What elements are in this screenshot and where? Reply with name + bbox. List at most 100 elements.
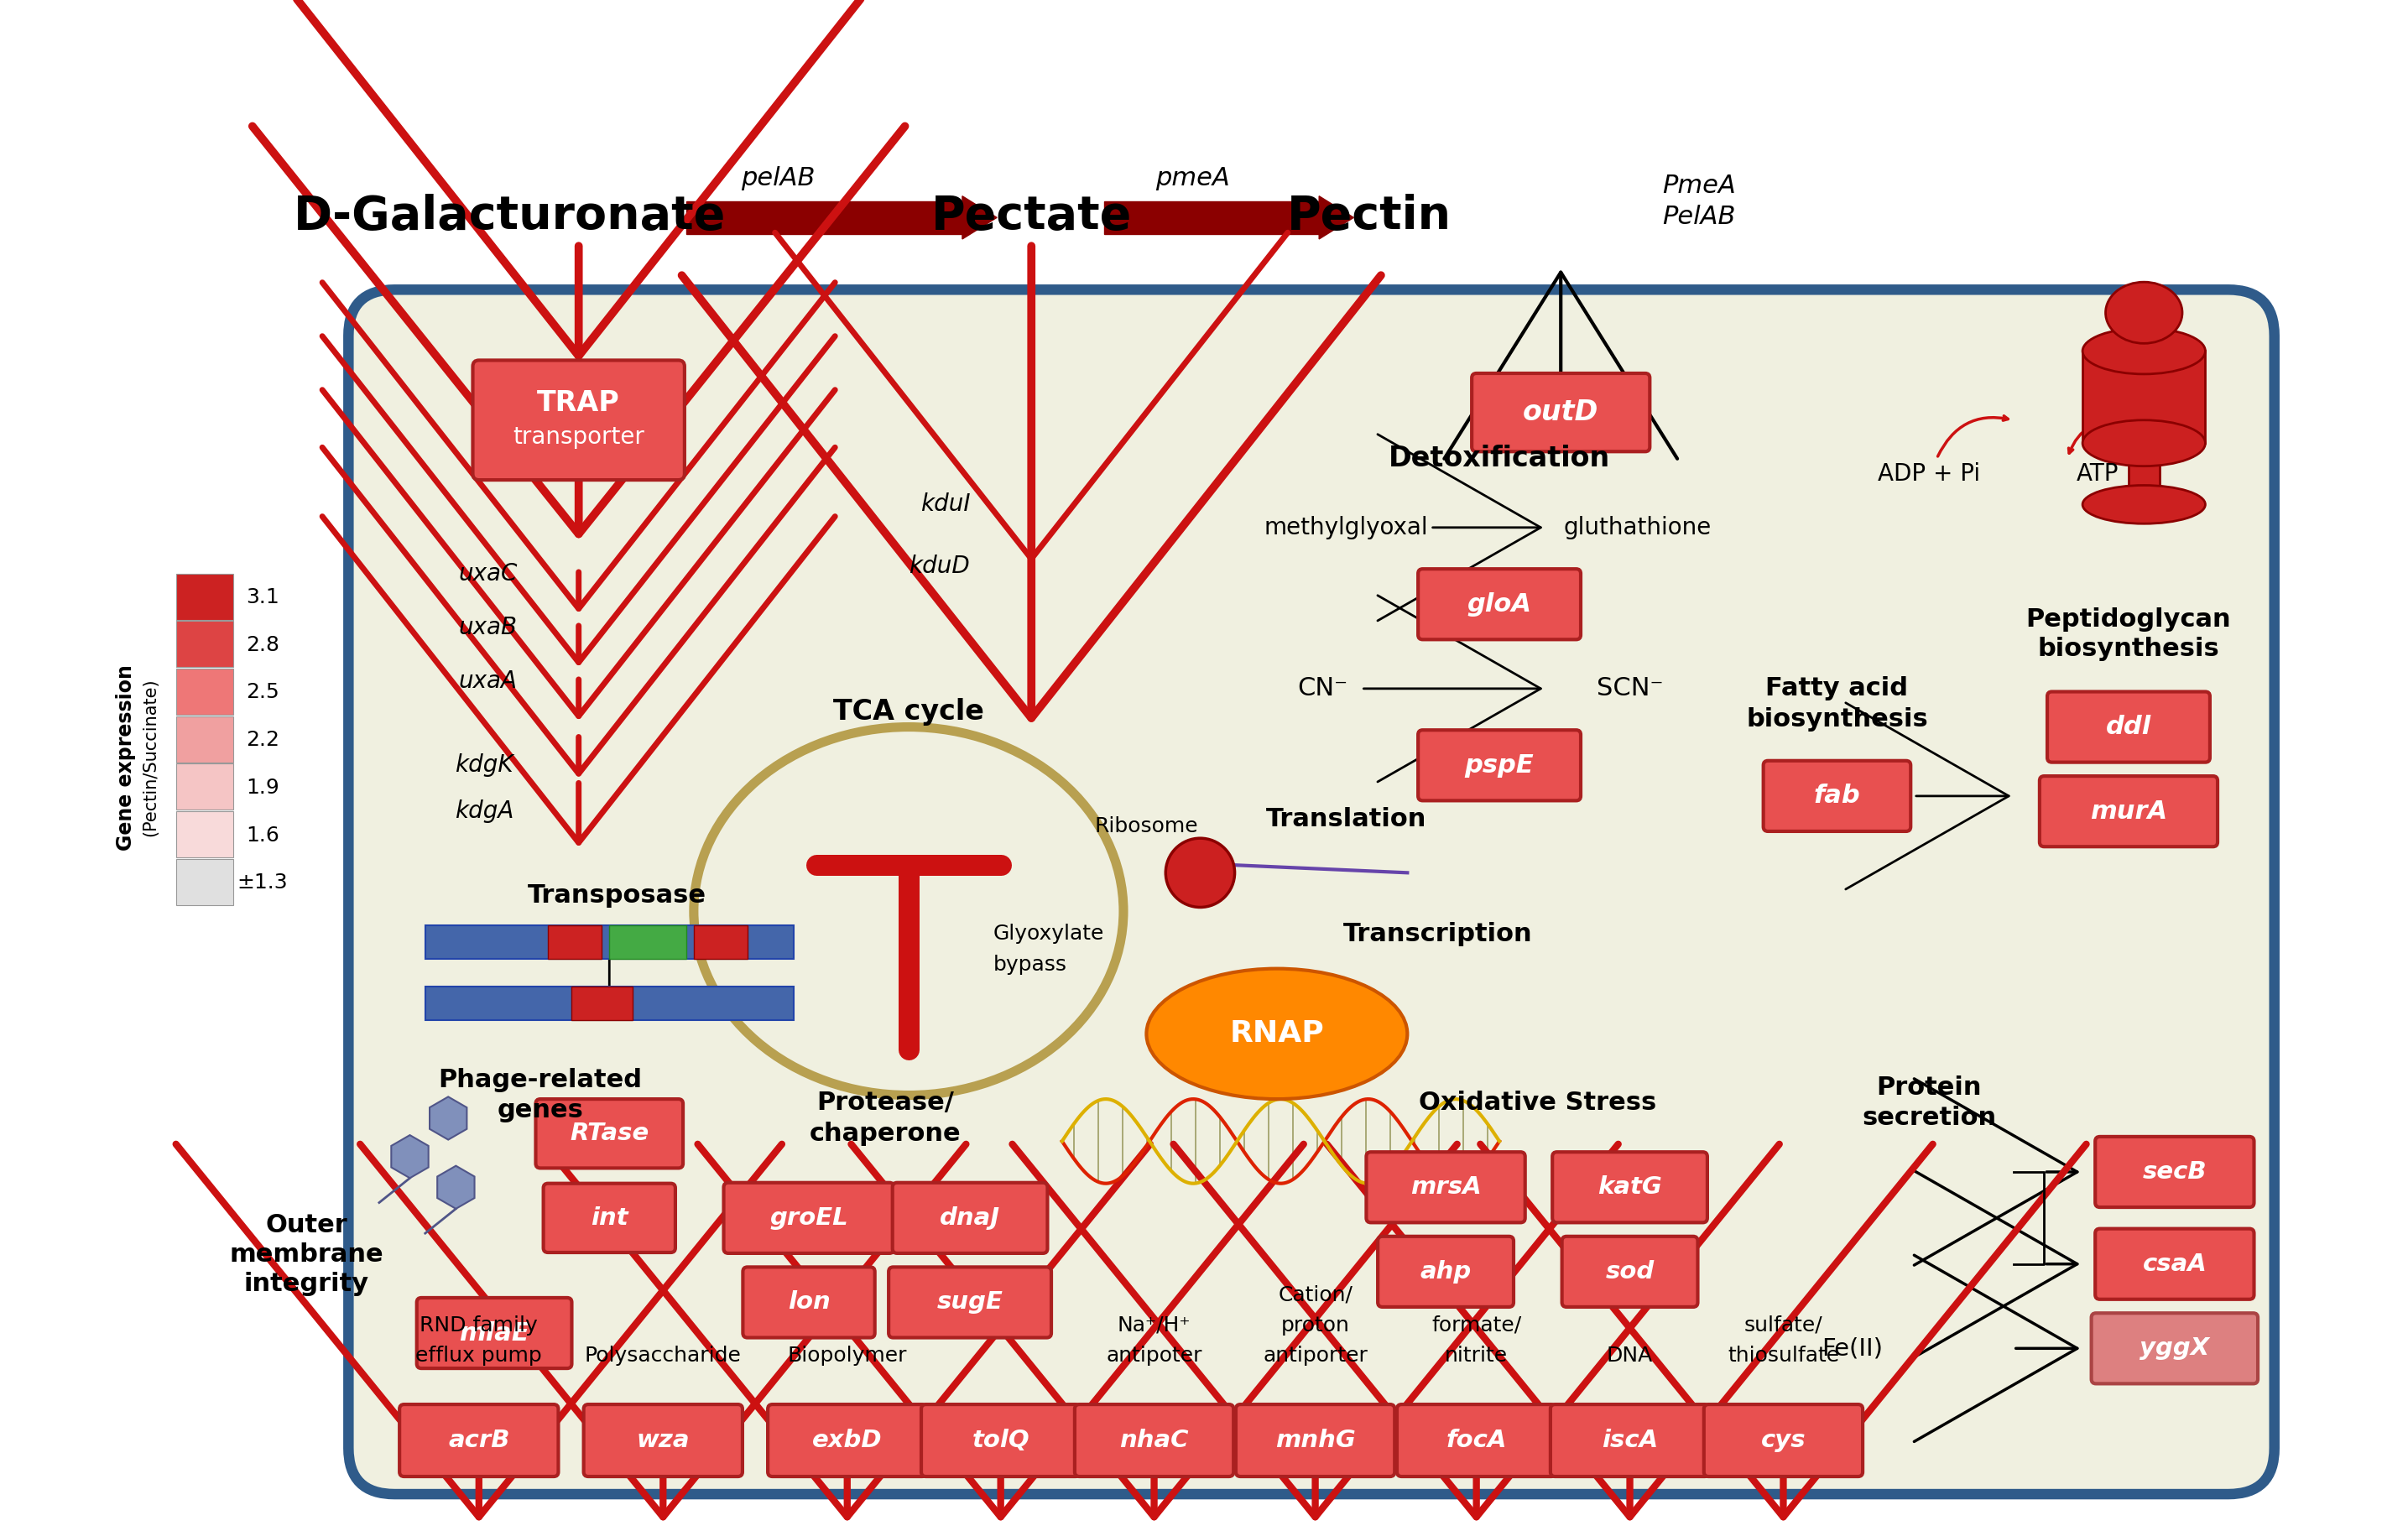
Text: acrB: acrB — [448, 1428, 510, 1453]
FancyBboxPatch shape — [742, 1268, 874, 1338]
Bar — [1105, 202, 1320, 234]
Text: wza: wza — [636, 1428, 689, 1453]
FancyBboxPatch shape — [1553, 1151, 1707, 1223]
FancyBboxPatch shape — [400, 1404, 559, 1476]
FancyBboxPatch shape — [2093, 1314, 2259, 1384]
Text: thiosulfate: thiosulfate — [1727, 1346, 1840, 1366]
Text: Protease/: Protease/ — [816, 1090, 954, 1115]
Text: nhaC: nhaC — [1120, 1428, 1190, 1453]
FancyBboxPatch shape — [889, 1268, 1052, 1338]
FancyBboxPatch shape — [1763, 761, 1910, 831]
Text: (Pectin/Succinate): (Pectin/Succinate) — [142, 678, 159, 837]
Ellipse shape — [2083, 485, 2206, 524]
Text: kdgA: kdgA — [455, 799, 513, 824]
Text: integrity: integrity — [243, 1272, 368, 1297]
FancyBboxPatch shape — [1235, 1404, 1394, 1476]
FancyBboxPatch shape — [472, 360, 684, 479]
Text: Pectin: Pectin — [1286, 194, 1452, 239]
Text: formate/: formate/ — [1430, 1315, 1522, 1335]
Text: Biopolymer: Biopolymer — [787, 1346, 908, 1366]
Text: Gene expression: Gene expression — [116, 664, 135, 851]
Text: ddl: ddl — [2107, 715, 2150, 739]
Text: Fatty acid: Fatty acid — [1765, 677, 1907, 701]
Bar — [176, 811, 234, 857]
Text: uxaA: uxaA — [458, 669, 518, 692]
Text: iscA: iscA — [1601, 1428, 1659, 1453]
Text: yggX: yggX — [2141, 1337, 2211, 1360]
Bar — [609, 925, 686, 958]
Bar — [571, 986, 633, 1020]
Text: sugE: sugE — [937, 1291, 1004, 1314]
FancyBboxPatch shape — [2047, 692, 2211, 762]
Text: focA: focA — [1447, 1428, 1507, 1453]
Circle shape — [1165, 837, 1235, 908]
FancyBboxPatch shape — [1705, 1404, 1864, 1476]
FancyBboxPatch shape — [2040, 776, 2218, 847]
Text: DNA: DNA — [1606, 1346, 1652, 1366]
Text: Glyoxylate: Glyoxylate — [992, 925, 1103, 945]
Text: ±1.3: ±1.3 — [236, 873, 289, 893]
Ellipse shape — [1146, 969, 1406, 1099]
Text: antipoter: antipoter — [1105, 1346, 1202, 1366]
Text: pelAB: pelAB — [742, 167, 816, 190]
Text: TRAP: TRAP — [537, 389, 621, 416]
Bar — [176, 622, 234, 668]
FancyBboxPatch shape — [922, 1404, 1081, 1476]
FancyBboxPatch shape — [583, 1404, 742, 1476]
FancyBboxPatch shape — [1563, 1237, 1698, 1307]
FancyBboxPatch shape — [1418, 730, 1580, 801]
Text: Pectate: Pectate — [932, 194, 1132, 239]
Text: gluthathione: gluthathione — [1563, 516, 1712, 539]
Text: Outer: Outer — [265, 1214, 347, 1237]
Text: mlaE: mlaE — [460, 1321, 530, 1346]
Bar — [176, 717, 234, 762]
Text: transporter: transporter — [513, 426, 645, 449]
Polygon shape — [390, 1134, 429, 1177]
Bar — [426, 986, 795, 1020]
FancyBboxPatch shape — [2095, 1229, 2254, 1300]
FancyBboxPatch shape — [1551, 1404, 1710, 1476]
Text: cys: cys — [1760, 1428, 1806, 1453]
Text: ADP + Pi: ADP + Pi — [1878, 462, 1979, 485]
Bar — [176, 764, 234, 810]
FancyBboxPatch shape — [1397, 1404, 1556, 1476]
Text: Na⁺/H⁺: Na⁺/H⁺ — [1117, 1315, 1192, 1335]
Text: 1.6: 1.6 — [246, 825, 279, 845]
Text: 1.9: 1.9 — [246, 778, 279, 798]
FancyBboxPatch shape — [544, 1183, 674, 1252]
FancyBboxPatch shape — [349, 289, 2276, 1494]
Polygon shape — [429, 1096, 467, 1139]
Text: chaperone: chaperone — [809, 1121, 961, 1145]
Text: secB: secB — [2143, 1160, 2206, 1183]
Bar — [694, 925, 746, 958]
Text: uxaB: uxaB — [458, 615, 518, 638]
Text: antiporter: antiporter — [1262, 1346, 1368, 1366]
Text: biosynthesis: biosynthesis — [2037, 637, 2220, 661]
Text: Translation: Translation — [1267, 807, 1426, 831]
FancyBboxPatch shape — [1471, 374, 1649, 452]
Text: katG: katG — [1597, 1176, 1662, 1199]
Text: methylglyoxal: methylglyoxal — [1264, 516, 1428, 539]
FancyBboxPatch shape — [1418, 570, 1580, 640]
Text: kduI: kduI — [920, 493, 970, 516]
Text: exbD: exbD — [811, 1428, 881, 1453]
Text: mnhG: mnhG — [1276, 1428, 1356, 1453]
Bar — [176, 669, 234, 715]
Text: Cation/: Cation/ — [1279, 1285, 1353, 1304]
Text: membrane: membrane — [229, 1243, 383, 1268]
Text: Peptidoglycan: Peptidoglycan — [2025, 608, 2232, 632]
Text: Fe(II): Fe(II) — [1823, 1337, 1883, 1360]
Bar — [176, 574, 234, 620]
Text: outD: outD — [1522, 398, 1599, 426]
Text: pmeA: pmeA — [1156, 167, 1230, 190]
FancyBboxPatch shape — [725, 1182, 893, 1254]
Bar — [176, 859, 234, 905]
Text: D-Galacturonate: D-Galacturonate — [294, 194, 725, 239]
Polygon shape — [963, 196, 997, 239]
Text: 3.1: 3.1 — [246, 588, 279, 608]
Text: mrsA: mrsA — [1411, 1176, 1481, 1199]
Text: sulfate/: sulfate/ — [1743, 1315, 1823, 1335]
Text: RND family: RND family — [419, 1315, 537, 1335]
Bar — [2129, 442, 2160, 505]
Text: secretion: secretion — [1861, 1105, 1996, 1130]
